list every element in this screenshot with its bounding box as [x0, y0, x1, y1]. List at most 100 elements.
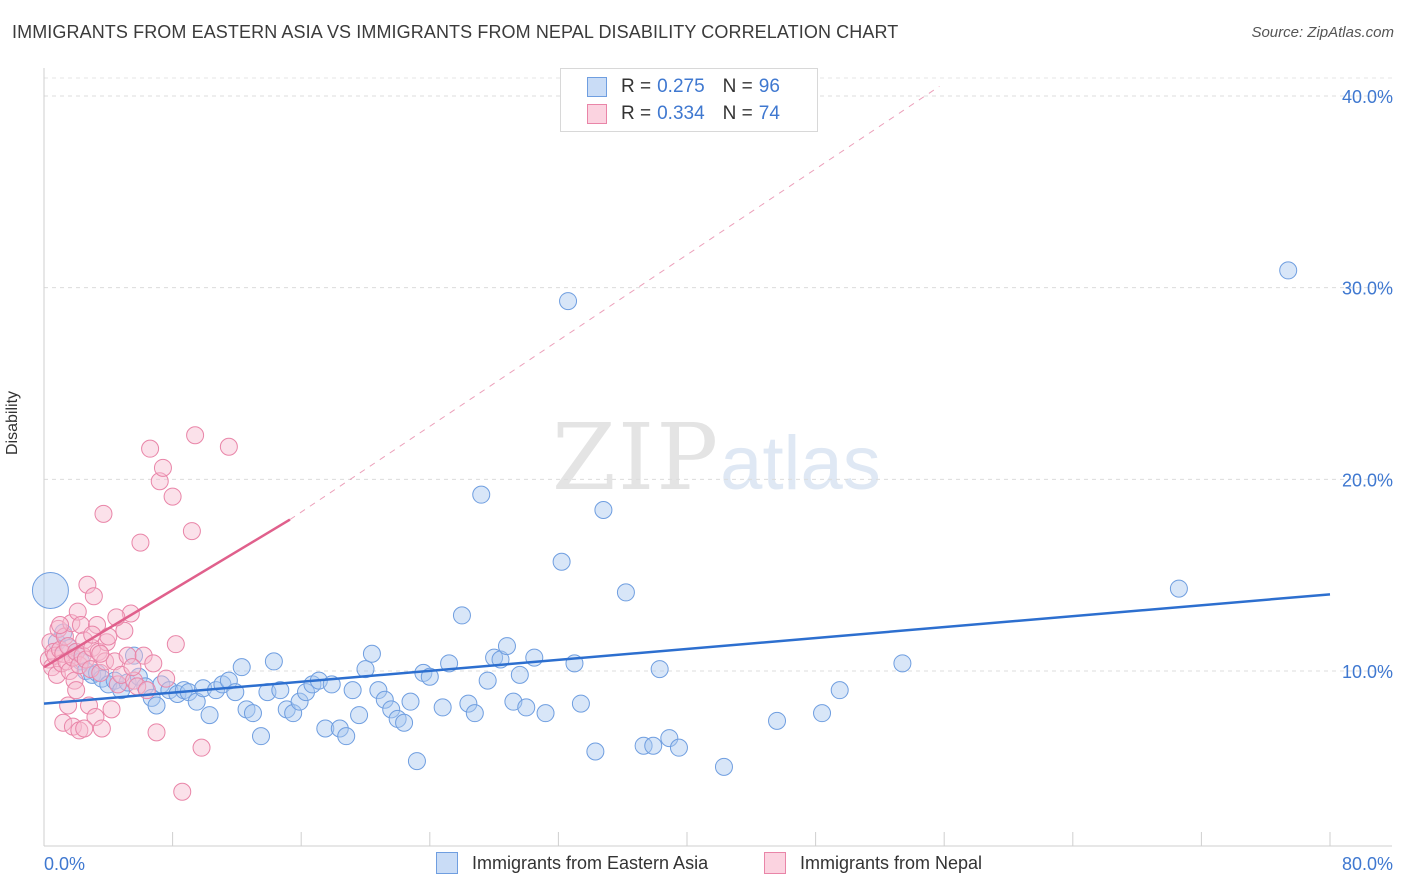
data-point-nepal: [123, 658, 142, 677]
data-point-eastern-asia: [433, 698, 452, 717]
x-tick-label: 80.0%: [1342, 854, 1393, 874]
data-point-eastern-asia: [264, 652, 283, 671]
data-point-nepal: [54, 713, 73, 732]
data-point-nepal: [92, 719, 111, 738]
data-point-nepal: [91, 663, 110, 682]
data-point-nepal: [84, 587, 103, 606]
series-legend-eastern-asia: Immigrants from Eastern Asia: [436, 852, 708, 874]
data-point-eastern-asia: [459, 694, 478, 713]
data-point-eastern-asia: [330, 719, 349, 738]
data-point-eastern-asia: [650, 660, 669, 679]
series-legend-nepal: Immigrants from Nepal: [764, 852, 982, 874]
data-point-eastern-asia: [350, 706, 369, 725]
data-point-nepal: [118, 646, 137, 665]
data-point-eastern-asia: [472, 485, 491, 504]
data-point-eastern-asia: [644, 736, 663, 755]
legend-row-eastern-asia: R = 0.275 N = 96: [587, 75, 798, 99]
data-point-eastern-asia: [452, 606, 471, 625]
data-point-eastern-asia: [243, 704, 262, 723]
data-point-nepal: [163, 487, 182, 506]
data-point-eastern-asia: [830, 681, 849, 700]
data-point-eastern-asia: [552, 552, 571, 571]
data-point-nepal: [88, 616, 107, 634]
data-point-eastern-asia: [893, 654, 912, 673]
series-label-nepal: Immigrants from Nepal: [800, 852, 983, 873]
data-point-nepal: [78, 575, 97, 594]
data-point-nepal: [192, 738, 211, 757]
legend-r-value: 0.275: [657, 76, 705, 97]
data-point-eastern-asia: [356, 660, 375, 679]
trend-line-eastern-asia: [43, 593, 1331, 705]
series-legend: Immigrants from Eastern Asia Immigrants …: [0, 852, 1406, 878]
data-point-eastern-asia: [401, 692, 420, 711]
data-point-nepal: [60, 662, 79, 680]
data-point-eastern-asia: [284, 704, 303, 723]
legend-swatch-eastern-asia: [587, 77, 607, 97]
data-point-eastern-asia: [559, 292, 578, 311]
data-point-eastern-asia: [31, 572, 69, 609]
data-point-eastern-asia: [316, 719, 335, 738]
data-point-eastern-asia: [594, 501, 613, 519]
data-point-eastern-asia: [813, 704, 832, 723]
series-label-eastern-asia: Immigrants from Eastern Asia: [472, 852, 709, 873]
data-point-eastern-asia: [382, 700, 401, 719]
y-tick-label: 10.0%: [1342, 662, 1393, 682]
data-point-nepal: [147, 723, 166, 742]
data-point-eastern-asia: [407, 752, 426, 771]
legend-r-label: R =: [621, 103, 652, 124]
data-point-eastern-asia: [669, 738, 688, 757]
data-point-nepal: [102, 700, 121, 719]
data-point-eastern-asia: [634, 736, 653, 755]
data-point-nepal: [99, 627, 118, 646]
y-tick-label: 30.0%: [1342, 279, 1393, 299]
watermark-zip: ZIP: [552, 404, 721, 511]
watermark-atlas: atlas: [720, 421, 881, 506]
data-point-nepal: [166, 635, 185, 654]
data-point-nepal: [173, 782, 192, 801]
correlation-legend: R = 0.275 N = 96 R = 0.334 N = 74: [560, 68, 818, 132]
x-tick-label: 0.0%: [44, 854, 85, 874]
data-point-eastern-asia: [147, 696, 166, 715]
data-point-eastern-asia: [125, 646, 144, 665]
data-point-nepal: [91, 644, 110, 663]
legend-row-nepal: R = 0.334 N = 74: [587, 102, 798, 126]
data-point-eastern-asia: [271, 681, 290, 700]
data-point-nepal: [182, 522, 201, 541]
data-point-nepal: [59, 696, 78, 715]
data-point-eastern-asia: [343, 681, 362, 700]
data-point-eastern-asia: [536, 704, 555, 723]
legend-r-label: R =: [621, 76, 652, 97]
data-point-eastern-asia: [510, 665, 529, 684]
legend-n-label: N =: [722, 103, 753, 124]
data-point-nepal: [131, 533, 150, 552]
data-point-eastern-asia: [497, 637, 516, 656]
data-point-nepal: [86, 708, 105, 726]
data-point-eastern-asia: [200, 706, 219, 725]
data-point-nepal: [51, 616, 70, 634]
data-point-nepal: [68, 602, 87, 621]
data-point-eastern-asia: [517, 698, 536, 717]
data-point-nepal: [75, 719, 94, 738]
data-point-nepal: [144, 654, 163, 673]
data-point-eastern-asia: [362, 644, 381, 663]
data-point-eastern-asia: [478, 671, 497, 690]
trend-extension-nepal: [289, 86, 940, 520]
chart-title: IMMIGRANTS FROM EASTERN ASIA VS IMMIGRAN…: [12, 22, 899, 42]
data-point-eastern-asia: [290, 692, 309, 711]
legend-n-value: 96: [758, 76, 780, 97]
data-point-eastern-asia: [1169, 579, 1188, 598]
watermark: ZIPatlas: [552, 404, 881, 511]
data-point-nepal: [186, 426, 205, 445]
data-point-nepal: [150, 472, 169, 491]
data-point-eastern-asia: [375, 690, 394, 709]
data-point-eastern-asia: [768, 711, 787, 730]
data-point-eastern-asia: [337, 727, 356, 746]
data-point-nepal: [219, 437, 238, 456]
legend-n-label: N =: [722, 76, 753, 97]
trend-line-nepal: [43, 518, 291, 669]
data-point-nepal: [157, 669, 176, 688]
data-point-nepal: [81, 660, 100, 679]
data-point-eastern-asia: [571, 694, 590, 713]
data-point-nepal: [94, 504, 113, 523]
